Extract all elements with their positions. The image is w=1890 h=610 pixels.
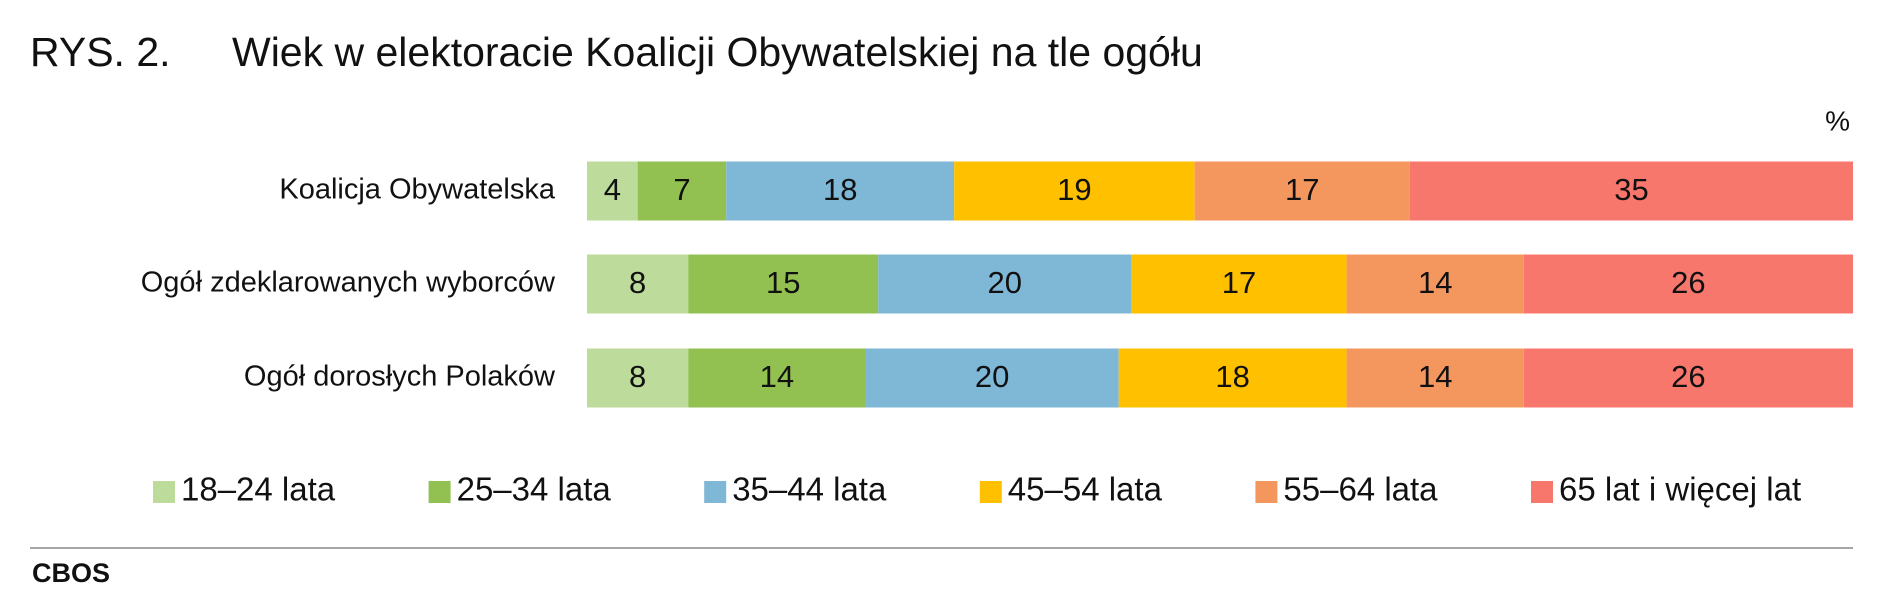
bar-segment [1409,161,1853,221]
legend-swatch [704,481,727,503]
bar-segment [1523,348,1853,408]
bar-segment [865,348,1119,408]
data-label: 8 [629,359,646,394]
bar-segment [637,161,727,221]
category-label: Koalicja Obywatelska [279,174,555,206]
bar-segment [587,254,689,314]
bar-segment [688,348,866,408]
data-label: 8 [629,265,646,300]
data-label: 18 [1215,359,1249,394]
unit-label: % [1825,105,1850,136]
data-label: 35 [1614,172,1648,207]
bar-segment [688,254,879,314]
legend-label: 35–44 lata [732,471,887,508]
data-label: 14 [1418,265,1452,300]
bar-segment [726,161,955,221]
legend-label: 45–54 lata [1008,471,1163,508]
bar-segment [1346,348,1524,408]
bar-segment [1523,254,1853,314]
bar-segment [878,254,1132,314]
figure-label: RYS. 2. [30,29,171,75]
legend-label: 65 lat i więcej lat [1559,471,1801,508]
bar-segment [587,161,638,221]
legend-swatch [979,481,1002,503]
data-label: 7 [673,172,690,207]
legend-label: 55–64 lata [1283,471,1438,508]
category-label: Ogół zdeklarowanych wyborców [141,267,556,299]
data-label: 4 [604,172,621,207]
source: CBOS [32,558,110,588]
data-label: 26 [1671,359,1705,394]
bar-segment [1194,161,1410,221]
legend-swatch [1531,481,1553,503]
chart-title: Wiek w elektoracie Koalicji Obywatelskie… [232,29,1203,75]
data-label: 15 [766,265,800,300]
data-label: 14 [1418,359,1452,394]
bar-segment [1118,348,1347,408]
data-label: 17 [1285,172,1319,207]
legend-label: 18–24 lata [181,471,336,508]
bar-segment [1346,254,1524,314]
data-label: 20 [988,265,1022,300]
category-label: Ogół dorosłych Polaków [244,361,556,393]
bar-segment [954,161,1195,221]
data-label: 18 [823,172,857,207]
data-label: 14 [760,359,794,394]
legend-label: 25–34 lata [457,471,612,508]
data-label: 17 [1222,265,1256,300]
legend-swatch [428,481,451,503]
data-label: 26 [1671,265,1705,300]
legend-swatch [1255,481,1278,503]
data-label: 20 [975,359,1009,394]
bar-segment [1131,254,1347,314]
data-label: 19 [1057,172,1091,207]
bar-segment [587,348,689,408]
legend-swatch [153,481,175,503]
